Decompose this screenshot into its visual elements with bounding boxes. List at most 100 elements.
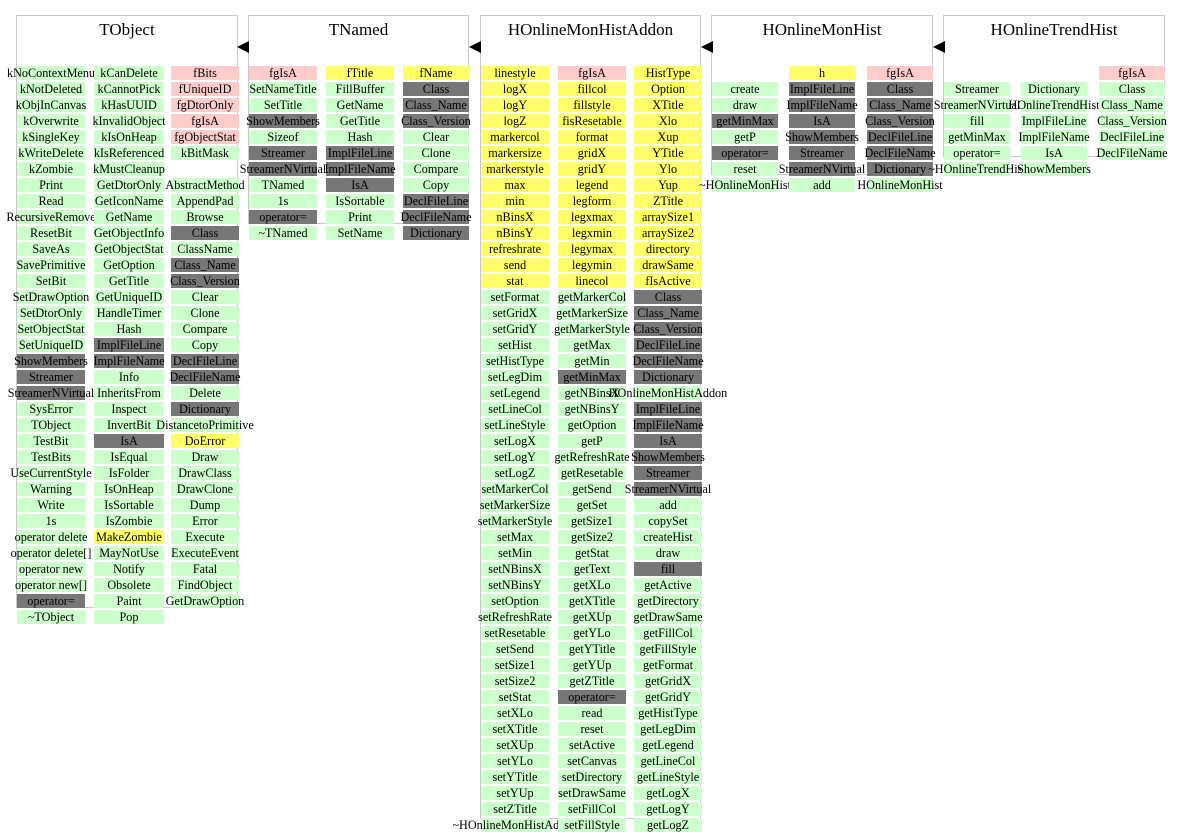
- member-label: logY: [502, 98, 528, 112]
- member-cell: DeclFileName: [1096, 146, 1168, 160]
- member-label: getP: [734, 130, 756, 144]
- member-cell: getStat: [558, 546, 626, 560]
- member-cell: ShowMembers: [14, 354, 88, 368]
- member-cell: fIsActive: [634, 274, 702, 288]
- class-box-honlinemonhistaddon: HOnlineMonHistAddon linestyle logX logY log…: [452, 15, 727, 832]
- member-cell: Dictionary: [634, 370, 702, 384]
- member-label: StreamerNVirtual: [933, 98, 1021, 112]
- member-cell: IsFolder: [94, 466, 164, 480]
- member-label: Dictionary: [178, 402, 232, 416]
- member-cell: fgDtorOnly: [171, 98, 239, 112]
- member-label: setCanvas: [567, 754, 617, 768]
- member-cell: Obsolete: [94, 578, 164, 592]
- member-cell: Class: [867, 82, 933, 96]
- member-label: Obsolete: [107, 578, 151, 592]
- member-cell: operator=: [558, 690, 626, 704]
- member-cell: getMin: [558, 354, 626, 368]
- member-label: Browse: [186, 210, 224, 224]
- member-label: TestBits: [31, 450, 71, 464]
- member-label: Class_Version: [170, 274, 240, 288]
- member-label: getYLo: [573, 626, 611, 640]
- member-label: setLogZ: [494, 466, 536, 480]
- member-label: GetOption: [103, 258, 155, 272]
- member-label: setYLo: [497, 754, 533, 768]
- member-cell: Info: [94, 370, 164, 384]
- member-cell: SetDtorOnly: [17, 306, 85, 320]
- member-cell: Sizeof: [249, 130, 317, 144]
- member-label: ClassName: [177, 242, 233, 256]
- member-cell: DeclFileName: [864, 146, 936, 160]
- member-cell: linestyle: [481, 66, 549, 80]
- member-label: Class: [1118, 82, 1146, 96]
- member-label: DoError: [184, 434, 226, 448]
- member-label: getLogY: [646, 802, 690, 816]
- member-cell: GetName: [94, 210, 164, 224]
- member-label: setLineStyle: [484, 418, 546, 432]
- member-label: IsOnHeap: [104, 482, 154, 496]
- member-cell: markersize: [481, 146, 549, 160]
- member-label: ShowMembers: [246, 114, 320, 128]
- member-label: Streamer: [646, 466, 690, 480]
- member-cell: getLogX: [634, 786, 702, 800]
- member-label: Class: [191, 226, 219, 240]
- member-cell: getLegDim: [634, 722, 702, 736]
- member-label: ExecuteEvent: [171, 546, 239, 560]
- member-cell: DeclFileName: [400, 210, 472, 224]
- member-label: Clone: [190, 306, 220, 320]
- member-cell: getMax: [558, 338, 626, 352]
- member-cell: ExecuteEvent: [171, 546, 239, 560]
- member-cell: InheritsFrom: [94, 386, 164, 400]
- member-cell: logX: [481, 82, 549, 96]
- member-cell: fgObjectStat: [171, 130, 239, 144]
- member-cell: fill: [944, 114, 1010, 128]
- member-label: setResetable: [484, 626, 546, 640]
- member-cell: Class_Name: [867, 98, 933, 112]
- member-cell: setLogX: [481, 434, 549, 448]
- member-cell: nBinsY: [481, 226, 549, 240]
- member-label: getXTitle: [568, 594, 616, 608]
- member-cell: ImplFileLine: [634, 402, 702, 416]
- member-cell: getLineStyle: [634, 770, 702, 784]
- member-label: Compare: [413, 162, 459, 176]
- member-label: ~TNamed: [258, 226, 308, 240]
- inheritance-arrow-addon-to-tnamed: [469, 41, 481, 53]
- member-cell: TNamed: [249, 178, 317, 192]
- member-label: DeclFileLine: [172, 354, 238, 368]
- member-cell: kNoContextMenu: [7, 66, 95, 80]
- member-cell: GetObjectInfo: [94, 226, 164, 240]
- member-cell: IsSortable: [326, 194, 394, 208]
- member-cell: Clone: [171, 306, 239, 320]
- member-label: getFillStyle: [639, 642, 697, 656]
- member-label: IsEqual: [110, 450, 148, 464]
- member-label: legymax: [571, 242, 613, 256]
- member-cell: logZ: [481, 114, 549, 128]
- member-cell: getYLo: [558, 626, 626, 640]
- member-cell: GetTitle: [94, 274, 164, 288]
- member-cell: Draw: [171, 450, 239, 464]
- member-cell: SetTitle: [249, 98, 317, 112]
- member-cell: Fatal: [171, 562, 239, 576]
- member-cell: draw: [712, 98, 778, 112]
- member-cell: setLegDim: [481, 370, 549, 384]
- member-label: getLogX: [646, 786, 690, 800]
- member-label: IsA: [351, 178, 369, 192]
- member-cell: kNotDeleted: [17, 82, 85, 96]
- member-label: IsSortable: [104, 498, 154, 512]
- member-label: Inspect: [111, 402, 147, 416]
- member-cell: StreamerNVirtual: [934, 98, 1020, 112]
- member-label: getMin: [574, 354, 610, 368]
- member-label: setRefreshRate: [478, 610, 552, 624]
- member-label: kIsReferenced: [93, 146, 165, 160]
- member-label: getLegend: [642, 738, 694, 752]
- member-cell: DeclFileName: [169, 370, 241, 384]
- member-cell: GetObjectStat: [94, 242, 164, 256]
- member-label: ShowMembers: [14, 354, 88, 368]
- member-cell: HOnlineMonHist: [857, 178, 943, 192]
- member-label: SetName: [337, 226, 383, 240]
- member-cell: DistancetoPrimitive: [156, 418, 254, 432]
- member-label: Dictionary: [873, 162, 927, 176]
- member-cell: kCanDelete: [94, 66, 164, 80]
- member-cell: operator=: [17, 594, 85, 608]
- member-label: SavePrimitive: [16, 258, 86, 272]
- member-label: Class_Version: [865, 114, 935, 128]
